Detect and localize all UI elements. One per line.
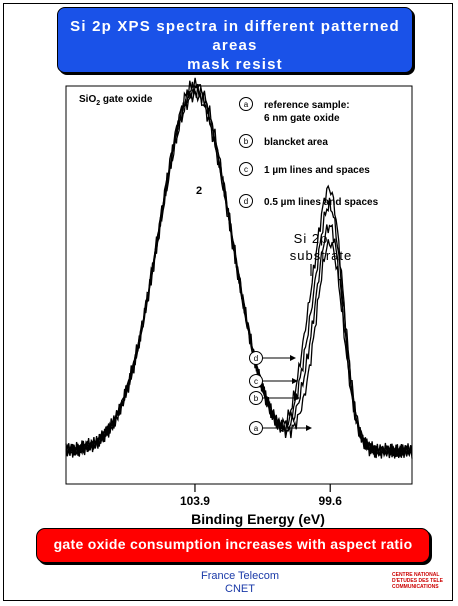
marker-key-b: b: [254, 394, 259, 403]
marker-key-a: a: [254, 424, 259, 433]
conclusion-banner: gate oxide consumption increases with as…: [36, 528, 430, 563]
plot-area: [65, 85, 413, 485]
series-line-d: [65, 77, 413, 459]
x-tick-label-1: 99.6: [319, 494, 343, 508]
marker-arrowhead-a: [306, 425, 312, 431]
stamp-line-2: D'ETUDES DES TELE: [392, 578, 443, 584]
spectra-curves: [65, 77, 413, 459]
footer-lab: CNET: [225, 583, 255, 595]
legend-marker-c: [239, 162, 253, 176]
legend-key-b: b: [244, 137, 249, 146]
legend-key-d: d: [244, 197, 248, 206]
marker-key-d: d: [254, 354, 258, 363]
legend-label-d: 0.5 µm lines and spaces: [264, 197, 379, 208]
series-line-c: [65, 81, 413, 459]
footer-company: France Telecom: [200, 570, 280, 582]
x-axis-label: Binding Energy (eV): [191, 511, 325, 527]
conclusion-text: gate oxide consumption increases with as…: [53, 536, 413, 552]
curve-markers: d cb a: [249, 351, 312, 435]
marker-circle-c: [249, 374, 263, 388]
marker-arrowhead-d: [290, 355, 296, 361]
x-axis-ticks: 103.9 99.6: [180, 484, 342, 508]
slide-frame: [3, 3, 453, 601]
oxide-peak-label: SiO2 gate oxide: [79, 94, 153, 107]
legend-label-a: reference sample:: [264, 100, 350, 111]
legend-label-b: blancket area: [264, 137, 328, 148]
title-line-2: mask resist: [187, 56, 283, 73]
marker-circle-b: [249, 391, 263, 405]
legend: a reference sample: 6 nm gate oxide b blanck…: [239, 97, 379, 208]
legend-label-c: 1 µm lines and spaces: [264, 165, 370, 176]
stamp-line-1: CENTRE NATIONAL: [392, 572, 440, 578]
marker-circle-a: [249, 421, 263, 435]
institution-stamp: CENTRE NATIONAL D'ETUDES DES TELE COMMUN…: [392, 572, 448, 590]
stamp-line-3: COMMUNICATIONS: [392, 584, 439, 590]
title-banner: Si 2p XPS spectra in different patterned…: [57, 7, 413, 73]
legend-key-a: a: [244, 100, 249, 109]
marker-arrowhead-b: [294, 395, 300, 401]
marker-key-c: c: [254, 377, 258, 386]
legend-marker-b: [239, 134, 253, 148]
legend-label-a: 6 nm gate oxide: [264, 113, 340, 124]
marker-circle-d: [249, 351, 263, 365]
marker-arrowhead-c: [292, 378, 298, 384]
legend-key-c: c: [244, 165, 248, 174]
x-tick-label-0: 103.9: [180, 494, 210, 508]
substrate-label-2: substrate: [290, 248, 352, 263]
stray-mark: 2: [196, 185, 202, 197]
legend-marker-a: [239, 97, 253, 111]
title-line-1: Si 2p XPS spectra in different patterned…: [70, 18, 400, 54]
substrate-label-1: Si 2p: [294, 231, 329, 246]
legend-marker-d: [239, 194, 253, 208]
footer: France Telecom CNET: [201, 570, 279, 596]
